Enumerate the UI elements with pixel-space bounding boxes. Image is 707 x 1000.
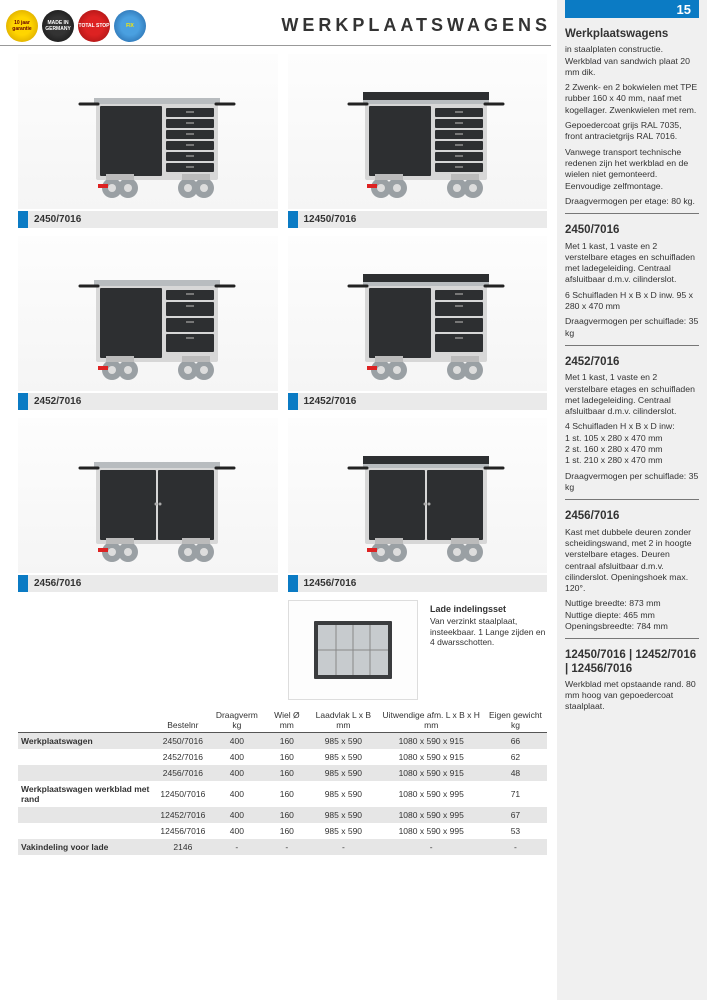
sidebar-para: Met 1 kast, 1 vaste en 2 verstelbare eta… xyxy=(565,241,699,286)
sidebar-section: 2452/7016 Met 1 kast, 1 vaste en 2 verste… xyxy=(565,356,699,493)
product-code: 2452/7016 xyxy=(28,393,278,410)
pagenum-bar: 15 xyxy=(565,0,699,18)
table-row: 2456/7016400160985 x 5901080 x 590 x 915… xyxy=(18,765,547,781)
product-thumb xyxy=(18,236,278,391)
sidebar-para: 4 Schuifladen H x B x D inw: 1 st. 105 x… xyxy=(565,421,699,466)
product-card: 2452/7016 xyxy=(18,236,278,410)
table-row: Werkplaatswagen2450/7016400160985 x 5901… xyxy=(18,733,547,750)
table-row: Werkplaatswagen werkblad met rand12450/7… xyxy=(18,781,547,807)
spec-table: BestelnrDraagverm kgWiel Ø mmLaadvlak L … xyxy=(18,708,547,855)
product-card: 12452/7016 xyxy=(288,236,548,410)
sidebar-para: Kast met dubbele deuren zonder scheiding… xyxy=(565,527,699,595)
product-code: 12456/7016 xyxy=(298,575,548,592)
header: 10 jaar garantieMADE IN GERMANYTOTAL STO… xyxy=(0,0,551,46)
table-header: Eigen gewicht kg xyxy=(484,708,547,733)
sidebar: 15 Werkplaatswagens in staalplaten constr… xyxy=(557,0,707,1000)
page-title: WERKPLAATSWAGENS xyxy=(281,15,551,36)
sidebar-para: Nuttige breedte: 873 mm Nuttige diepte: … xyxy=(565,598,699,632)
product-code: 12452/7016 xyxy=(298,393,548,410)
sidebar-para: 2 Zwenk- en 2 bokwielen met TPE rubber 1… xyxy=(565,82,699,116)
sidebar-para: in staalplaten constructie. Werkblad van… xyxy=(565,44,699,78)
sidebar-section: Werkplaatswagens in staalplaten construct… xyxy=(565,28,699,207)
table-header: Laadvlak L x B mm xyxy=(308,708,378,733)
sidebar-heading: 2452/7016 xyxy=(565,356,699,369)
table-header: Draagverm kg xyxy=(208,708,265,733)
product-thumb xyxy=(18,54,278,209)
sidebar-section: 2450/7016 Met 1 kast, 1 vaste en 2 verste… xyxy=(565,224,699,339)
badge-icon: TOTAL STOP xyxy=(78,10,110,42)
page-number: 15 xyxy=(677,2,691,17)
sidebar-heading: Werkplaatswagens xyxy=(565,28,699,41)
sidebar-para: Gepoedercoat grijs RAL 7035, front antra… xyxy=(565,120,699,143)
sidebar-heading: 2456/7016 xyxy=(565,510,699,523)
product-thumb xyxy=(288,54,548,209)
product-grid: 2450/7016 12450/7016 xyxy=(0,46,551,592)
table-row: 12456/7016400160985 x 5901080 x 590 x 99… xyxy=(18,823,547,839)
badge-icon: 10 jaar garantie xyxy=(6,10,38,42)
table-row: 2452/7016400160985 x 5901080 x 590 x 915… xyxy=(18,749,547,765)
product-code: 12450/7016 xyxy=(298,211,548,228)
table-header: Uitwendige afm. L x B x H mm xyxy=(379,708,484,733)
product-card: 12450/7016 xyxy=(288,54,548,228)
table-row: 12452/7016400160985 x 5901080 x 590 x 99… xyxy=(18,807,547,823)
table-row: Vakindeling voor lade2146----- xyxy=(18,839,547,855)
sidebar-para: 6 Schuifladen H x B x D inw. 95 x 280 x … xyxy=(565,290,699,313)
product-code: 2456/7016 xyxy=(28,575,278,592)
sidebar-para: Met 1 kast, 1 vaste en 2 verstelbare eta… xyxy=(565,372,699,417)
lade-title: Lade indelingsset xyxy=(430,604,547,614)
product-thumb xyxy=(288,418,548,573)
lade-thumb xyxy=(288,600,418,700)
sidebar-section: 12450/7016 | 12452/7016 | 12456/7016 Werk… xyxy=(565,649,699,712)
sidebar-para: Vanwege transport technische redenen zij… xyxy=(565,147,699,192)
badge-icon: FIX xyxy=(114,10,146,42)
product-code: 2450/7016 xyxy=(28,211,278,228)
sidebar-para: Draagvermogen per schuiflade: 35 kg xyxy=(565,471,699,494)
sidebar-para: Draagvermogen per schuiflade: 35 kg xyxy=(565,316,699,339)
product-card: 2456/7016 xyxy=(18,418,278,592)
sidebar-section: 2456/7016 Kast met dubbele deuren zonder … xyxy=(565,510,699,632)
sidebar-heading: 12450/7016 | 12452/7016 | 12456/7016 xyxy=(565,649,699,675)
badge-icon: MADE IN GERMANY xyxy=(42,10,74,42)
product-thumb xyxy=(18,418,278,573)
product-card: 12456/7016 xyxy=(288,418,548,592)
table-header: Wiel Ø mm xyxy=(265,708,308,733)
sidebar-heading: 2450/7016 xyxy=(565,224,699,237)
product-card: 2450/7016 xyxy=(18,54,278,228)
sidebar-para: Werkblad met opstaande rand. 80 mm hoog … xyxy=(565,679,699,713)
sidebar-para: Draagvermogen per etage: 80 kg. xyxy=(565,196,699,207)
table-header: Bestelnr xyxy=(157,708,208,733)
product-thumb xyxy=(288,236,548,391)
lade-body: Van verzinkt staalplaat, insteekbaar. 1 … xyxy=(430,616,547,648)
table-header xyxy=(18,708,157,733)
accessory-row: Lade indelingsset Van verzinkt staalplaa… xyxy=(0,592,551,700)
